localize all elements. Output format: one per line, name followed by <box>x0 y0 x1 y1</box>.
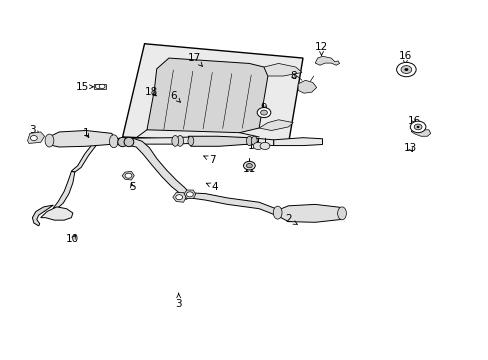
Ellipse shape <box>251 136 257 145</box>
Circle shape <box>95 84 101 89</box>
Polygon shape <box>298 80 316 93</box>
Text: 10: 10 <box>66 234 79 244</box>
Circle shape <box>409 121 425 133</box>
Circle shape <box>400 66 411 73</box>
Text: 9: 9 <box>260 103 267 113</box>
Polygon shape <box>71 138 113 172</box>
Ellipse shape <box>118 137 127 147</box>
Polygon shape <box>147 58 267 133</box>
Polygon shape <box>273 138 322 145</box>
Polygon shape <box>122 171 134 180</box>
Polygon shape <box>277 204 341 222</box>
Circle shape <box>260 110 267 115</box>
Circle shape <box>246 163 252 168</box>
Text: 3: 3 <box>175 293 182 309</box>
Circle shape <box>253 142 263 149</box>
Polygon shape <box>183 190 195 199</box>
Polygon shape <box>315 56 339 65</box>
Text: 13: 13 <box>403 143 416 153</box>
Text: 1: 1 <box>82 129 89 138</box>
Text: 16: 16 <box>407 116 420 126</box>
Text: 8: 8 <box>289 71 296 81</box>
Polygon shape <box>122 44 303 144</box>
Circle shape <box>260 142 269 149</box>
Polygon shape <box>172 193 185 202</box>
Circle shape <box>413 124 421 130</box>
Polygon shape <box>53 171 75 209</box>
Text: 12: 12 <box>314 42 327 55</box>
Polygon shape <box>41 207 73 220</box>
Text: 16: 16 <box>398 51 411 64</box>
Polygon shape <box>113 137 273 145</box>
Circle shape <box>404 68 407 71</box>
Circle shape <box>175 195 182 200</box>
Text: 11: 11 <box>242 164 256 174</box>
Text: 15: 15 <box>76 82 93 92</box>
Polygon shape <box>49 131 114 147</box>
Polygon shape <box>264 63 302 76</box>
Ellipse shape <box>246 136 252 145</box>
Text: 3: 3 <box>29 125 40 135</box>
Text: 17: 17 <box>188 53 202 66</box>
Polygon shape <box>259 120 293 131</box>
Ellipse shape <box>45 134 54 147</box>
Circle shape <box>30 135 37 140</box>
Circle shape <box>125 173 132 178</box>
Circle shape <box>257 108 270 118</box>
Ellipse shape <box>187 136 193 145</box>
Circle shape <box>243 161 255 170</box>
Circle shape <box>186 192 193 197</box>
Text: 14: 14 <box>247 141 260 151</box>
Polygon shape <box>27 132 44 143</box>
Ellipse shape <box>109 135 118 148</box>
Circle shape <box>99 84 105 89</box>
Ellipse shape <box>273 206 282 219</box>
Polygon shape <box>32 205 53 226</box>
Text: 5: 5 <box>129 182 135 192</box>
Ellipse shape <box>337 207 346 220</box>
Ellipse shape <box>124 137 134 147</box>
Circle shape <box>396 62 415 77</box>
Text: 18: 18 <box>145 87 158 97</box>
Ellipse shape <box>176 135 183 146</box>
Circle shape <box>416 126 419 128</box>
Ellipse shape <box>171 135 178 146</box>
Polygon shape <box>189 193 277 216</box>
Polygon shape <box>188 136 249 146</box>
Text: 4: 4 <box>206 182 218 192</box>
Polygon shape <box>94 84 105 89</box>
Text: 6: 6 <box>170 91 180 102</box>
Polygon shape <box>120 138 190 199</box>
Text: 2: 2 <box>285 215 297 224</box>
Polygon shape <box>410 127 430 136</box>
Text: 7: 7 <box>203 155 216 165</box>
